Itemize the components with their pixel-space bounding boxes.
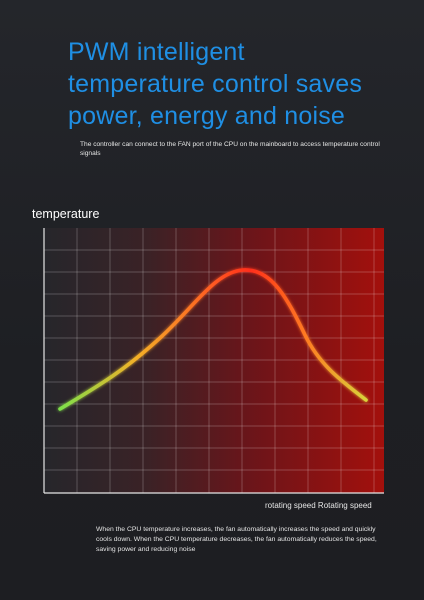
- chart-grid: [44, 228, 384, 493]
- headline-line-1: PWM intelligent: [68, 38, 245, 66]
- chart-axes: [43, 228, 384, 494]
- headline-line-2: temperature control saves: [68, 70, 363, 98]
- intro-text: The controller can connect to the FAN po…: [80, 141, 380, 157]
- chart-panel: [44, 228, 384, 493]
- y-axis-label: temperature: [32, 207, 100, 221]
- footer-description: When the CPU temperature increases, the …: [96, 526, 377, 553]
- headline: PWM intelligent temperature control save…: [68, 36, 408, 132]
- headline-line-3: power, energy and noise: [68, 102, 346, 130]
- x-axis-label: rotating speed Rotating speed: [265, 501, 372, 510]
- temperature-curve: [58, 268, 368, 411]
